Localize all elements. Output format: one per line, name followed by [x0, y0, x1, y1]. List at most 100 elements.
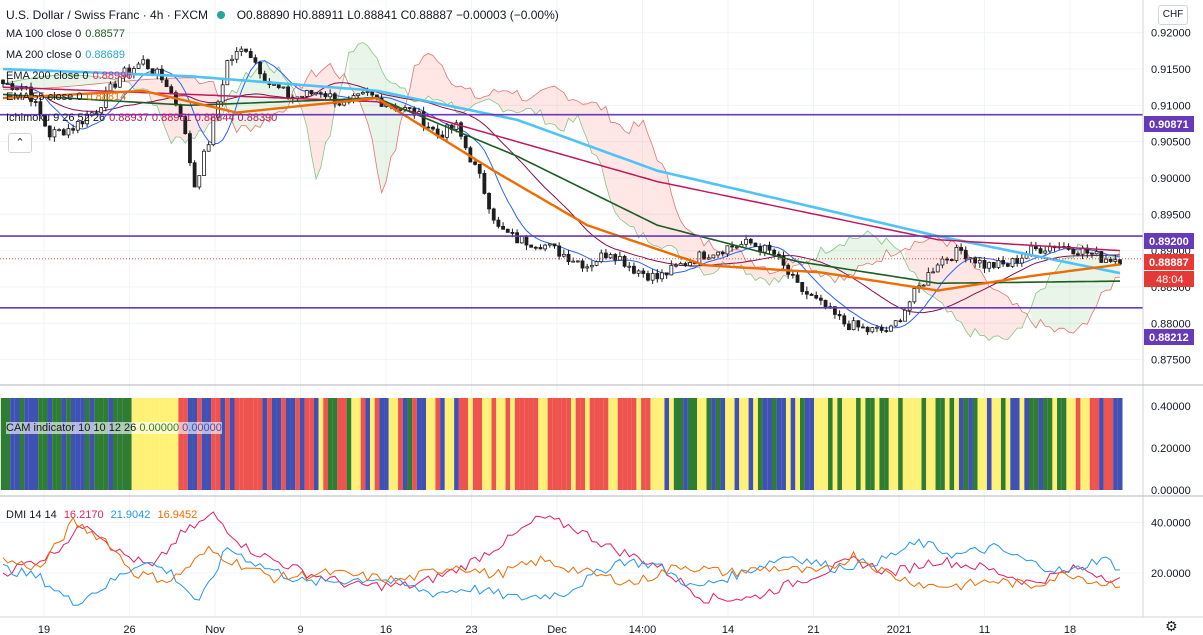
x-tick-label: Nov — [205, 624, 225, 635]
candle-body — [730, 245, 734, 248]
candle-body — [1005, 263, 1010, 267]
cam-bar — [1024, 398, 1030, 490]
cam-bar — [290, 398, 296, 490]
cam-bar — [599, 398, 604, 490]
cam-bar — [463, 398, 469, 490]
cam-bar — [636, 398, 642, 490]
y-tick-labels: 0.92000 0.91500 0.91000 0.90500 0.90000 0.895… — [1151, 28, 1191, 580]
cam-bar — [496, 398, 501, 490]
cam-bar — [879, 398, 885, 490]
cam-bar — [98, 398, 104, 490]
cam-bar — [776, 398, 782, 490]
cam-bar — [472, 398, 478, 490]
legend-ema55[interactable]: EMA 55 close 0 0.88814 — [6, 87, 277, 108]
candle-body — [169, 86, 174, 94]
candle-body — [720, 251, 725, 255]
cam-bar — [295, 398, 300, 490]
dmi-legend[interactable]: DMI 14 14 16.2170 21.9042 16.9452 — [6, 509, 197, 521]
candle-body — [753, 242, 758, 247]
currency-button[interactable]: CHF — [1158, 5, 1188, 25]
candle-body — [501, 226, 505, 230]
candle-body — [898, 320, 903, 323]
cam-legend-value-1: 0.00000 — [139, 422, 180, 434]
last-price-badge: 0.88887 — [1149, 257, 1189, 269]
cam-bar — [781, 398, 786, 490]
cam-bar — [337, 398, 343, 490]
candle-body — [272, 83, 276, 86]
cam-bar — [257, 398, 263, 490]
candle-body — [814, 295, 819, 299]
cam-bar — [94, 398, 99, 490]
candle-body — [1118, 259, 1122, 265]
cam-bar — [828, 398, 833, 490]
candle-body — [678, 263, 683, 266]
candle-body — [632, 265, 636, 274]
dmi-y-tick-label: 20.0000 — [1151, 568, 1191, 580]
candle-body — [1090, 252, 1094, 255]
cam-bar — [285, 398, 291, 490]
cam-bar — [701, 398, 707, 490]
cam-bar — [313, 398, 319, 490]
cam-bar — [271, 398, 277, 490]
candle-body — [253, 57, 258, 63]
cam-bar — [426, 398, 431, 490]
legend-ichimoku[interactable]: Ichimoku 9 26 52 26 0.88937 0.88951 0.888… — [6, 108, 277, 129]
cam-bar — [70, 398, 76, 490]
candle-body — [99, 107, 104, 114]
candle-body — [870, 327, 875, 333]
candle-body — [80, 121, 85, 125]
level-badge-upper-bg — [1144, 116, 1194, 132]
cam-bar — [384, 398, 389, 490]
collapse-legend-button[interactable]: ⌃ — [8, 133, 32, 153]
candle-body — [61, 129, 66, 136]
candle-body — [407, 107, 412, 109]
candle-body — [800, 282, 805, 292]
cam-bar — [1005, 398, 1011, 490]
cam-bar — [430, 398, 436, 490]
cam-bar — [818, 398, 824, 490]
cam-bar — [276, 398, 282, 490]
cam-bar — [893, 398, 899, 490]
cam-legend[interactable]: CAM indicator 10 10 12 26 0.00000 0.0000… — [6, 422, 222, 434]
candle-body — [987, 261, 992, 269]
cam-bar — [309, 398, 314, 490]
legend-ema55-value: 0.88814 — [86, 91, 127, 103]
cam-bar — [860, 398, 866, 490]
y-tick-label: 0.91000 — [1151, 100, 1191, 112]
candle-body — [1104, 258, 1108, 263]
legend-ma200[interactable]: MA 200 close 0 0.88689 — [6, 45, 277, 66]
cam-bar — [19, 398, 25, 490]
candle-body — [332, 93, 337, 105]
cam-bar — [500, 398, 506, 490]
y-tick-label: 0.91500 — [1151, 64, 1191, 76]
candle-body — [842, 315, 847, 325]
level-badge-lower-bg — [1144, 329, 1194, 345]
candle-body — [833, 306, 837, 315]
symbol-title[interactable]: U.S. Dollar / Swiss Franc · 4h · FXCM — [6, 8, 209, 22]
cam-bar — [24, 398, 29, 490]
candle-body — [790, 273, 795, 276]
candle-body — [580, 260, 585, 269]
cam-bar — [1010, 398, 1016, 490]
cam-bar — [229, 398, 235, 490]
cam-bar — [986, 398, 992, 490]
cam-bar — [552, 398, 557, 490]
candle-body — [907, 301, 912, 311]
legend-ma100[interactable]: MA 100 close 0 0.88577 — [6, 24, 277, 45]
cam-bar — [725, 398, 730, 490]
candle-body — [889, 325, 893, 332]
chevron-up-icon: ⌃ — [15, 137, 25, 149]
cam-bar — [10, 398, 15, 490]
candle-body — [585, 266, 590, 269]
candle-body — [477, 163, 482, 174]
candle-body — [473, 161, 477, 165]
settings-gear-icon[interactable]: ⚙ — [1165, 618, 1178, 634]
candle-body — [856, 320, 861, 328]
legend-ema200[interactable]: EMA 200 close 0 0.88996 — [6, 66, 277, 87]
candle-body — [561, 253, 566, 257]
cam-bar — [477, 398, 483, 490]
candle-body — [1099, 251, 1104, 263]
cam-bar — [201, 398, 207, 490]
candle-body — [356, 93, 361, 96]
